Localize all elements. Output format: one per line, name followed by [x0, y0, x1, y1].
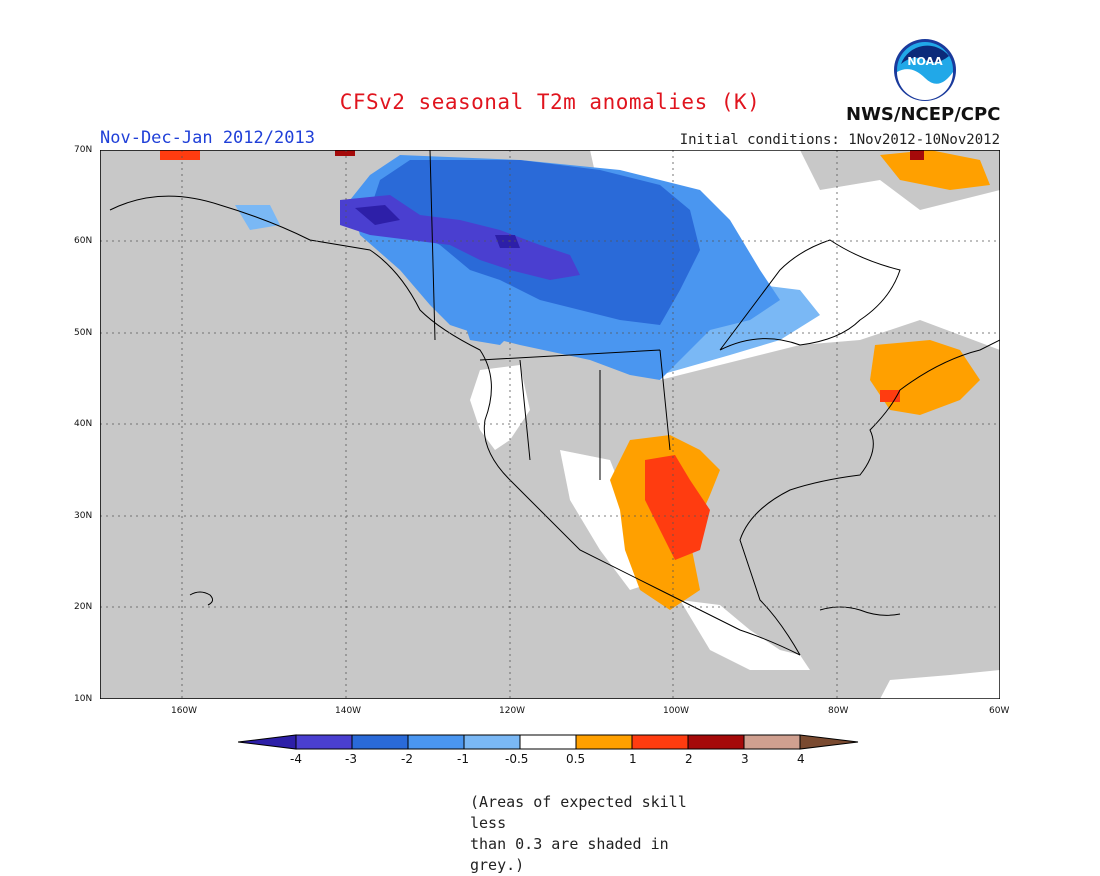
anomaly-map [100, 150, 1000, 699]
legend-label-2: 2 [685, 752, 693, 766]
legend-label--3: -3 [345, 752, 357, 766]
legend-box [519, 734, 577, 750]
lon-label-80w: 80W [828, 706, 849, 716]
skill-note-line1: (Areas of expected skill less [470, 793, 687, 832]
legend-box [575, 734, 633, 750]
lat-label-50n: 50N [74, 328, 93, 338]
legend-box [743, 734, 801, 750]
chart-title: CFSv2 seasonal T2m anomalies (K) [339, 90, 761, 114]
coastlines [109, 150, 1000, 656]
forecast-period: Nov-Dec-Jan 2012/2013 [100, 128, 315, 148]
skill-note-line2: than 0.3 are shaded in grey.) [470, 835, 669, 874]
lon-label-100w: 100W [663, 706, 690, 716]
legend-color-boxes [238, 734, 859, 750]
lat-label-20n: 20N [74, 602, 93, 612]
initial-conditions: Initial conditions: 1Nov2012-10Nov2012 [679, 132, 1000, 148]
legend-box [351, 734, 409, 750]
lon-label-60w: 60W [989, 706, 1010, 716]
anomaly-minus-2 [370, 160, 700, 325]
legend-box [295, 734, 353, 750]
legend-box [463, 734, 521, 750]
lat-label-70n: 70N [74, 145, 93, 155]
legend-label--2: -2 [401, 752, 413, 766]
graticule [100, 150, 1000, 699]
legend-label-4: 4 [797, 752, 805, 766]
legend-label--4: -4 [290, 752, 302, 766]
legend-box [687, 734, 745, 750]
legend-arrow-high [799, 734, 859, 750]
legend-label-1: 1 [629, 752, 637, 766]
anomaly-plus-2 [335, 150, 924, 160]
anomaly-minus-3 [340, 195, 580, 280]
lat-label-30n: 30N [74, 511, 93, 521]
lon-label-120w: 120W [499, 706, 526, 716]
svg-text:NOAA: NOAA [907, 55, 943, 68]
legend-box [631, 734, 689, 750]
legend-label--0.5: -0.5 [505, 752, 529, 766]
noaa-logo: NOAA [894, 39, 956, 101]
lat-label-60n: 60N [74, 236, 93, 246]
skill-note: (Areas of expected skill less than 0.3 a… [470, 792, 730, 876]
lat-label-40n: 40N [74, 419, 93, 429]
lat-label-10n: 10N [74, 694, 93, 704]
lon-label-140w: 140W [335, 706, 362, 716]
legend-box [407, 734, 465, 750]
legend-label-3: 3 [741, 752, 749, 766]
anomaly-minus-4 [355, 205, 520, 248]
agency-label: NWS/NCEP/CPC [846, 104, 1001, 125]
legend-label--1: -1 [457, 752, 469, 766]
legend-label-0.5: 0.5 [566, 752, 586, 766]
legend-arrow-low [238, 734, 297, 750]
lon-label-160w: 160W [171, 706, 198, 716]
anomaly-plus-1 [160, 150, 900, 560]
color-legend [238, 734, 859, 750]
